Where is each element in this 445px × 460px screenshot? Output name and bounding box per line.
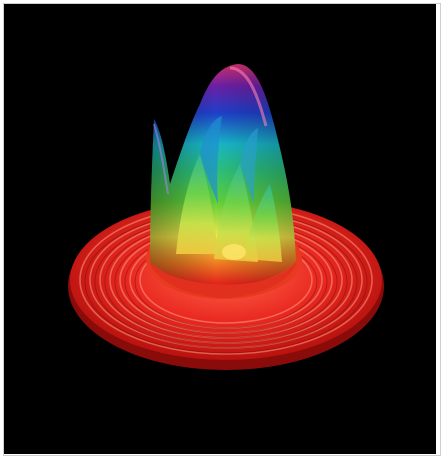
peak-front-lip: [150, 262, 296, 298]
central-peak: [150, 64, 296, 286]
rainbow-surface-render: [68, 64, 384, 370]
surface-plot-image: [4, 4, 436, 454]
